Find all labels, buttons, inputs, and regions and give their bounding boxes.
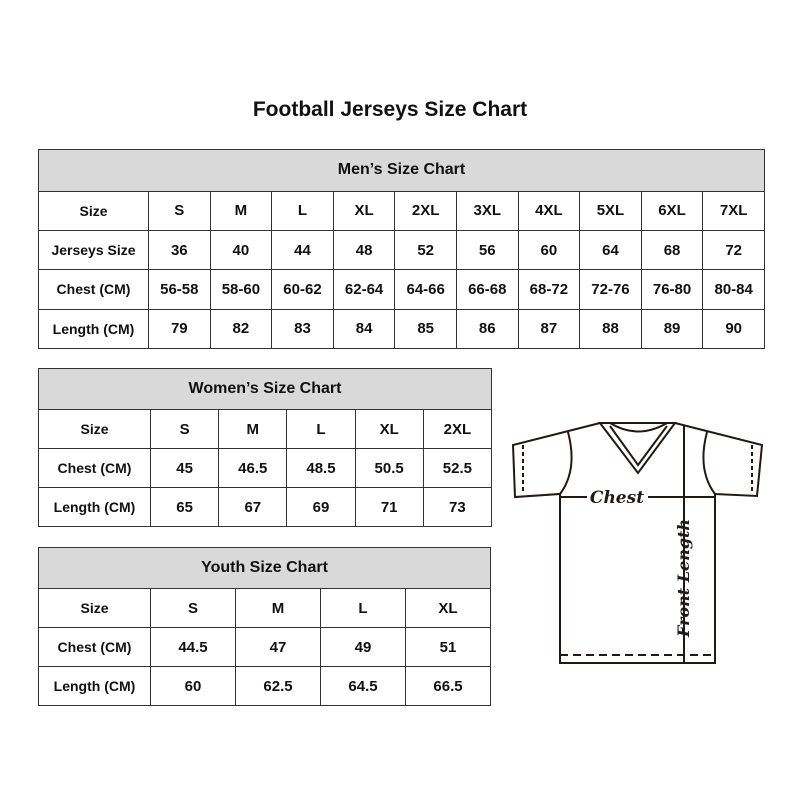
youth-size-table: Youth Size Chart Size S M L XL Chest (CM) 44.5 4… [38,546,491,706]
table-cell: S [148,190,211,231]
table-cell: 60 [150,666,236,706]
front-length-label: Front Length [674,519,693,638]
row-label: Length (CM) [38,308,149,350]
table-cell: 2XL [422,409,493,450]
table-cell: 52 [394,229,457,271]
table-cell: 2XL [394,190,457,231]
table-cell: 76-80 [640,269,704,310]
row-label: Chest (CM) [38,448,151,489]
table-row: Length (CM) 65 67 69 71 73 [38,487,493,527]
table-cell: 90 [702,308,765,350]
table-cell: L [320,588,406,629]
women-table-caption: Women’s Size Chart [38,367,492,411]
table-cell: 60-62 [271,269,334,310]
row-label: Jerseys Size [38,229,149,271]
table-cell: 85 [394,308,457,350]
table-cell: 44 [271,229,334,271]
table-cell: XL [405,588,491,629]
table-cell: 69 [286,487,356,527]
table-cell: 56 [455,229,519,271]
table-cell: 68 [640,229,704,271]
table-row: Chest (CM) 56-58 58-60 60-62 62-64 64-66 66-68… [38,269,765,310]
table-cell: 36 [148,229,211,271]
table-cell: 52.5 [422,448,493,489]
table-cell: 5XL [579,190,642,231]
jersey-diagram: Chest Front Length [511,422,764,664]
table-cell: 86 [455,308,519,350]
table-row: Length (CM) 60 62.5 64.5 66.5 [38,666,491,706]
table-cell: 66-68 [455,269,519,310]
table-cell: M [209,190,273,231]
table-cell: L [271,190,334,231]
table-cell: 68-72 [517,269,581,310]
table-cell: 48 [332,229,396,271]
table-cell: 56-58 [148,269,211,310]
table-cell: 7XL [702,190,765,231]
table-cell: 4XL [517,190,581,231]
table-row: Size S M L XL [38,588,491,629]
table-cell: 62.5 [235,666,321,706]
page-title: Football Jerseys Size Chart [252,98,528,121]
table-cell: 87 [517,308,581,350]
womens-size-table: Women’s Size Chart Size S M L XL 2XL Chest (CM)… [38,367,493,527]
table-cell: 82 [209,308,273,350]
table-cell: 51 [405,627,491,668]
table-cell: M [218,409,288,450]
table-cell: S [149,409,220,450]
table-cell: 3XL [455,190,519,231]
table-cell: 49 [320,627,406,668]
youth-table-caption: Youth Size Chart [38,546,491,590]
table-cell: 58-60 [209,269,273,310]
row-label: Size [38,409,151,450]
row-label: Size [38,588,151,629]
men-table-caption: Men’s Size Chart [38,149,765,192]
table-row: Length (CM) 79 82 83 84 85 86 87 88 89 90 [38,308,765,350]
table-cell: 44.5 [150,627,236,668]
table-cell: 89 [640,308,704,350]
row-label: Size [38,190,149,231]
table-cell: XL [332,190,396,231]
table-cell: 62-64 [332,269,396,310]
table-cell: 72-76 [579,269,642,310]
jersey-outline [511,422,764,664]
table-cell: 71 [354,487,424,527]
table-cell: 83 [271,308,334,350]
table-cell: 45 [149,448,220,489]
table-row: Chest (CM) 45 46.5 48.5 50.5 52.5 [38,448,493,489]
mens-size-table: Men’s Size Chart Size S M L XL 2XL 3XL 4XL 5XL 6XL… [38,149,765,350]
table-cell: 88 [579,308,642,350]
table-cell: 66.5 [405,666,491,706]
table-cell: L [286,409,356,450]
table-cell: 64 [579,229,642,271]
table-cell: S [150,588,236,629]
row-label: Length (CM) [38,487,151,527]
row-label: Chest (CM) [38,269,149,310]
table-cell: 47 [235,627,321,668]
table-cell: 80-84 [702,269,765,310]
table-cell: 65 [149,487,220,527]
table-cell: 6XL [640,190,704,231]
table-cell: XL [354,409,424,450]
table-cell: 73 [422,487,493,527]
table-row: Chest (CM) 44.5 47 49 51 [38,627,491,668]
table-cell: 40 [209,229,273,271]
table-cell: 64-66 [394,269,457,310]
table-cell: 79 [148,308,211,350]
table-cell: 60 [517,229,581,271]
table-row: Size S M L XL 2XL 3XL 4XL 5XL 6XL 7XL [38,190,765,231]
table-cell: 67 [218,487,288,527]
table-cell: M [235,588,321,629]
table-cell: 64.5 [320,666,406,706]
chest-label: Chest [590,488,644,508]
row-label: Length (CM) [38,666,151,706]
table-row: Jerseys Size 36 40 44 48 52 56 60 64 68 72 [38,229,765,271]
table-cell: 84 [332,308,396,350]
table-cell: 48.5 [286,448,356,489]
row-label: Chest (CM) [38,627,151,668]
table-cell: 72 [702,229,765,271]
table-row: Size S M L XL 2XL [38,409,493,450]
table-cell: 50.5 [354,448,424,489]
table-cell: 46.5 [218,448,288,489]
